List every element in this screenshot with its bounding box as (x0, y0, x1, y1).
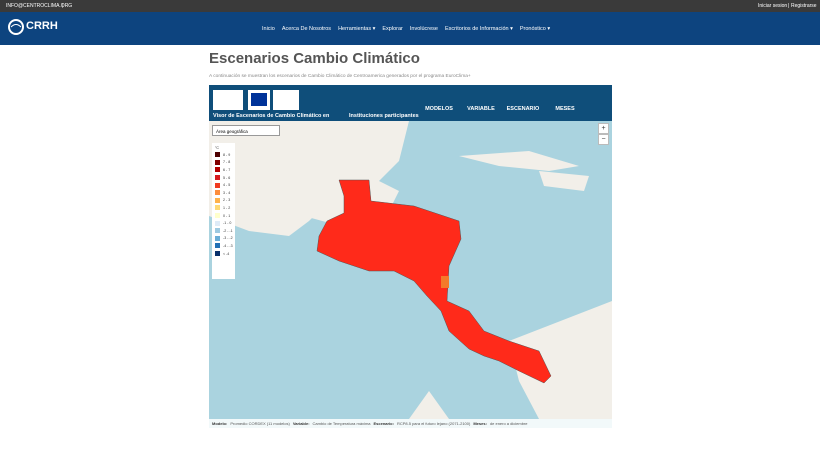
legend-label: < -4 (223, 251, 230, 256)
map[interactable] (209, 121, 612, 419)
nav-item[interactable]: Inicio (262, 25, 275, 32)
viewer-tab[interactable]: VARIABLE (467, 106, 495, 112)
nav-item[interactable]: Pronóstico ▾ (519, 25, 551, 32)
legend-row: 6 - 7 (212, 166, 235, 174)
legend-row: -2 - -1 (212, 227, 235, 235)
nav-item[interactable]: Herramientas ▾ (338, 25, 376, 32)
logo-icon (8, 19, 24, 35)
legend-row: -3 - -2 (212, 235, 235, 243)
legend-swatch (215, 205, 220, 211)
viewer-tab[interactable]: MODELOS (425, 106, 453, 112)
viewer-tab[interactable]: ESCENARIO (506, 106, 540, 112)
viewer-header: Visor de Escenarios de Cambio Climático … (209, 85, 612, 121)
legend-row: -4 - -3 (212, 242, 235, 250)
page-title: Escenarios Cambio Climático (209, 50, 420, 67)
legend-label: 7 - 8 (223, 160, 231, 165)
footer-text: Promedio CORDEX (11 modelos) (230, 421, 290, 426)
legend-row: 1 - 2 (212, 204, 235, 212)
legend-label: 6 - 7 (223, 167, 231, 172)
page-subtitle: A continuación se muestran los escenario… (209, 74, 471, 79)
legend-label: 2 - 3 (223, 198, 231, 203)
viewer-footer: Modelo: Promedio CORDEX (11 modelos) Varia… (209, 419, 612, 428)
footer-text: de enero a diciembre (489, 421, 528, 426)
partners-link[interactable]: Instituciones participantes (349, 113, 419, 119)
legend-label: 8 - 9 (223, 152, 231, 157)
legend-row: 0 - 1 (212, 212, 235, 220)
logo-text[interactable]: CRRH (26, 20, 58, 32)
top-bar: INFO@CENTROCLIMA.ORG | Iniciar sesion | … (0, 0, 820, 12)
legend-label: -1 - 0 (223, 221, 232, 226)
legend-swatch (215, 213, 220, 219)
legend-label: 1 - 2 (223, 205, 231, 210)
nav-menu: Inicio Acerca De Nosotros Herramientas ▾ Ex… (262, 12, 550, 45)
legend-label: -3 - -2 (223, 236, 233, 241)
zoom-in[interactable]: + (598, 123, 609, 134)
legend-row: < -4 (212, 250, 235, 258)
footer-label: Meses: (473, 421, 487, 426)
legend-label: -2 - -1 (223, 228, 233, 233)
legend-label: -4 - -3 (223, 243, 233, 248)
legend-row: 4 - 5 (212, 181, 235, 189)
footer-label: Escenario: (373, 421, 394, 426)
footer-text: RCP8.5 para el futuro lejano (2071-2100) (396, 421, 471, 426)
nav-item[interactable]: Escritorios de Información ▾ (445, 25, 513, 32)
social-separator: | (62, 3, 64, 9)
legend-swatch (215, 235, 220, 241)
legend-label: 3 - 4 (223, 190, 231, 195)
legend-swatch (215, 251, 220, 257)
legend-row: 7 - 8 (212, 159, 235, 167)
legend-row: -1 - 0 (212, 219, 235, 227)
legend-swatch (215, 167, 220, 173)
legend-swatch (215, 159, 220, 165)
legend-row: 8 - 9 (212, 151, 235, 159)
legend-unit: °C (215, 146, 220, 150)
footer-label: Modelo: (212, 421, 228, 426)
legend-row: 5 - 6 (212, 174, 235, 182)
legend-swatch (215, 220, 220, 226)
legend-swatch (215, 228, 220, 234)
legend-swatch (215, 182, 220, 188)
viewer-tab[interactable]: MESES (555, 106, 575, 112)
area-select[interactable]: Área geográfica (212, 125, 280, 136)
nav-item[interactable]: Explorar (382, 25, 403, 32)
legend: °C 8 - 9 7 - 8 6 - 7 5 - 6 4 - 5 3 - 4 2 - 3 1 … (212, 143, 235, 279)
legend-label: 0 - 1 (223, 213, 231, 218)
area-select-text: Área geográfica (216, 129, 248, 134)
legend-swatch (215, 190, 220, 196)
legend-row: 2 - 3 (212, 197, 235, 205)
footer-label: Variable: (292, 421, 310, 426)
register-link[interactable]: Registrarse (791, 3, 817, 9)
legend-row: 3 - 4 (212, 189, 235, 197)
legend-swatch (215, 152, 220, 158)
footer-text: Cambio de Temperatura máxima (312, 421, 371, 426)
login-link[interactable]: Iniciar sesion (758, 3, 788, 9)
viewer-title: Visor de Escenarios de Cambio Climático … (213, 113, 330, 119)
legend-swatch (215, 197, 220, 203)
header: CRRH (0, 12, 820, 45)
legend-label: 5 - 6 (223, 175, 231, 180)
zoom-out[interactable]: − (598, 134, 609, 145)
nav-item[interactable]: Involúcrese (409, 25, 438, 32)
legend-label: 4 - 5 (223, 183, 231, 188)
separator: | (788, 3, 790, 9)
legend-swatch (215, 243, 220, 249)
map-viewer: Visor de Escenarios de Cambio Climático … (209, 85, 612, 428)
contact-email[interactable]: INFO@CENTROCLIMA.ORG (6, 3, 73, 9)
sponsor-logos (213, 90, 299, 110)
nav-item[interactable]: Acerca De Nosotros (281, 25, 332, 32)
legend-swatch (215, 175, 220, 181)
